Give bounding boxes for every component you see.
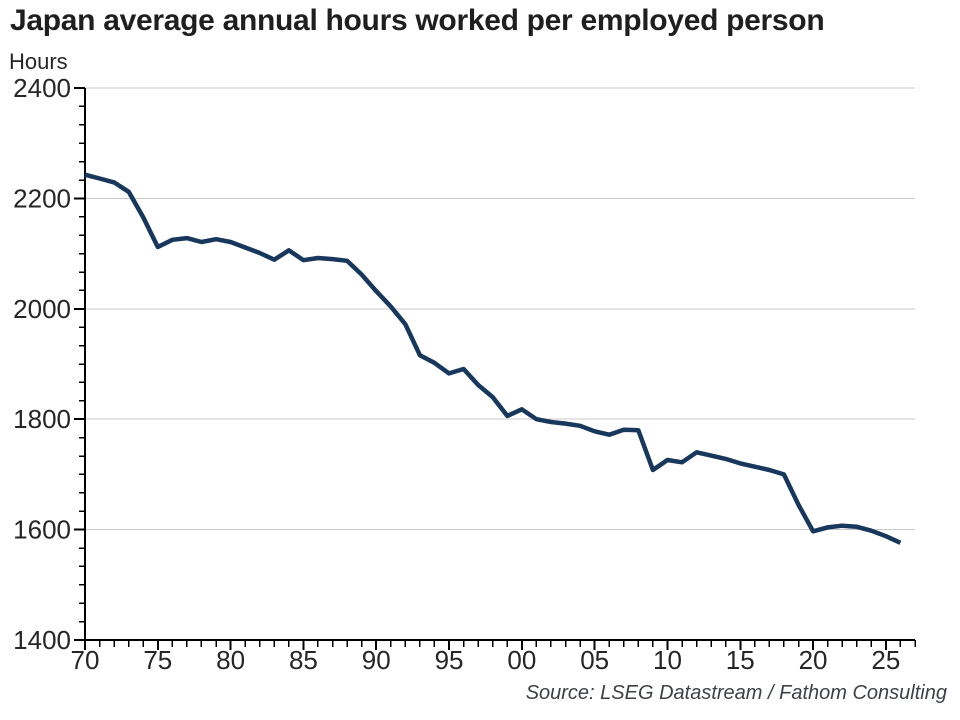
x-tick-label: 75 xyxy=(143,645,172,675)
y-tick-label: 1800 xyxy=(13,404,71,434)
x-tick-label: 05 xyxy=(580,645,609,675)
x-tick-label: 20 xyxy=(799,645,828,675)
y-tick-label: 1400 xyxy=(13,625,71,655)
y-tick-label: 1600 xyxy=(13,515,71,545)
y-tick-label: 2400 xyxy=(13,73,71,103)
y-axis-units-label: Hours xyxy=(9,49,68,74)
x-tick-label: 85 xyxy=(289,645,318,675)
x-tick-label: 80 xyxy=(216,645,245,675)
x-tick-label: 15 xyxy=(726,645,755,675)
source-credit: Source: LSEG Datastream / Fathom Consult… xyxy=(525,682,947,704)
x-tick-label: 00 xyxy=(507,645,536,675)
x-tick-label: 90 xyxy=(362,645,391,675)
x-tick-label: 10 xyxy=(653,645,682,675)
y-tick-label: 2000 xyxy=(13,294,71,324)
y-tick-label: 2200 xyxy=(13,183,71,213)
x-tick-label: 95 xyxy=(435,645,464,675)
chart-title: Japan average annual hours worked per em… xyxy=(10,4,825,37)
x-tick-label: 25 xyxy=(871,645,900,675)
series-line xyxy=(84,172,902,545)
x-tick-label: 70 xyxy=(71,645,100,675)
